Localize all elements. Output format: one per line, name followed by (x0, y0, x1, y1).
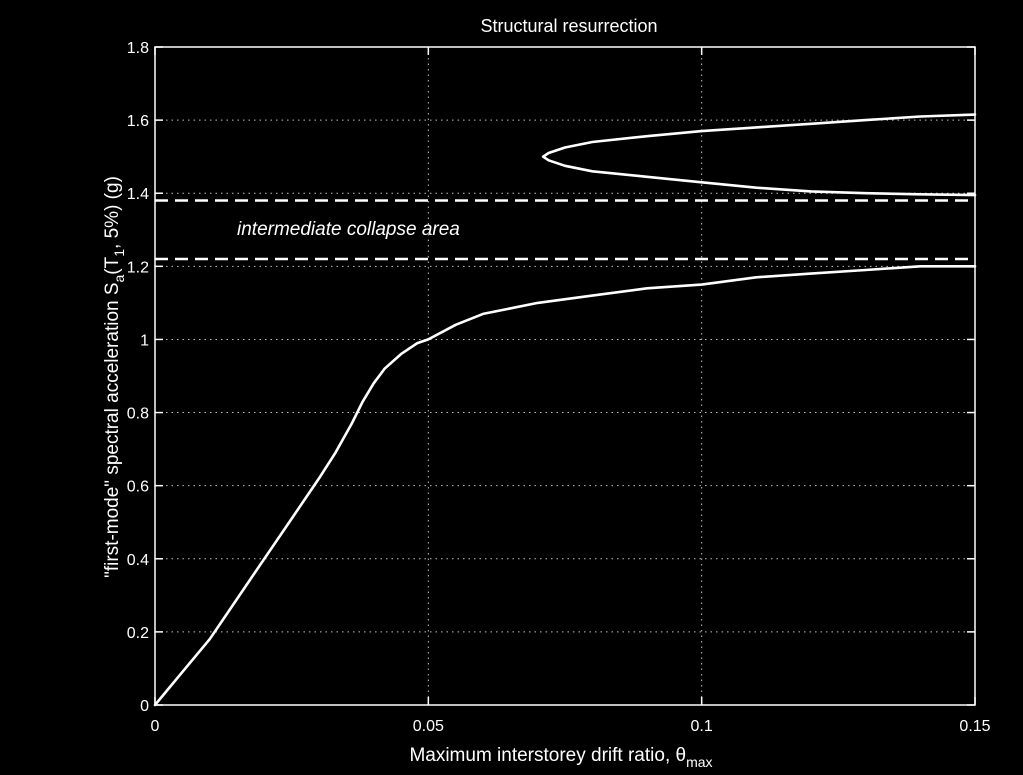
ida-curve-1 (541, 113, 977, 197)
y-tick-label: 1.8 (127, 40, 149, 57)
ida-curve-0 (153, 264, 977, 707)
plot-series (153, 113, 977, 707)
y-tick-label: 1 (140, 332, 149, 349)
axis-ticks: 0 0.05 0.1 0.15 0 0.2 0.4 0.6 0.8 1 1.2 1.4 1.6 1.8 (127, 40, 991, 735)
x-tick-label: 0.05 (413, 718, 444, 735)
y-tick-label: 1.4 (127, 186, 149, 203)
annotations: intermediate collapse area (237, 219, 460, 240)
x-tick-label: 0 (151, 718, 160, 735)
y-tick-label: 0 (140, 698, 149, 715)
x-axis-label-main: Maximum interstorey drift ratio, (409, 745, 675, 766)
y-tick-label: 0.6 (127, 479, 149, 496)
y-axis-label-prefix: "first-mode" spectral acceleration S (102, 282, 123, 577)
annotation-intermediate-collapse-area: intermediate collapse area (237, 219, 460, 240)
y-tick-label: 1.2 (127, 259, 149, 276)
y-axis-label-subscript-1: 1 (111, 249, 127, 257)
y-axis-label-mid: (T (102, 256, 123, 274)
plot-frame (154, 46, 976, 706)
x-axis-label-symbol: θ (676, 745, 687, 766)
y-axis-label: "first-mode" spectral acceleration Sa(T1… (102, 176, 127, 578)
x-axis-label-subscript: max (686, 754, 712, 770)
y-tick-label: 0.2 (127, 625, 149, 642)
y-tick-label: 0.4 (127, 552, 149, 569)
y-axis-label-suffix: , 5%) (g) (102, 176, 123, 249)
x-axis-label: Maximum interstorey drift ratio, θmax (409, 745, 712, 770)
x-tick-label: 0.15 (959, 718, 990, 735)
y-tick-label: 0.8 (127, 406, 149, 423)
chart-title: Structural resurrection (480, 16, 657, 36)
y-tick-label: 1.6 (127, 113, 149, 130)
x-tick-label: 0.1 (691, 718, 713, 735)
y-axis-label-subscript-a: a (111, 274, 127, 282)
